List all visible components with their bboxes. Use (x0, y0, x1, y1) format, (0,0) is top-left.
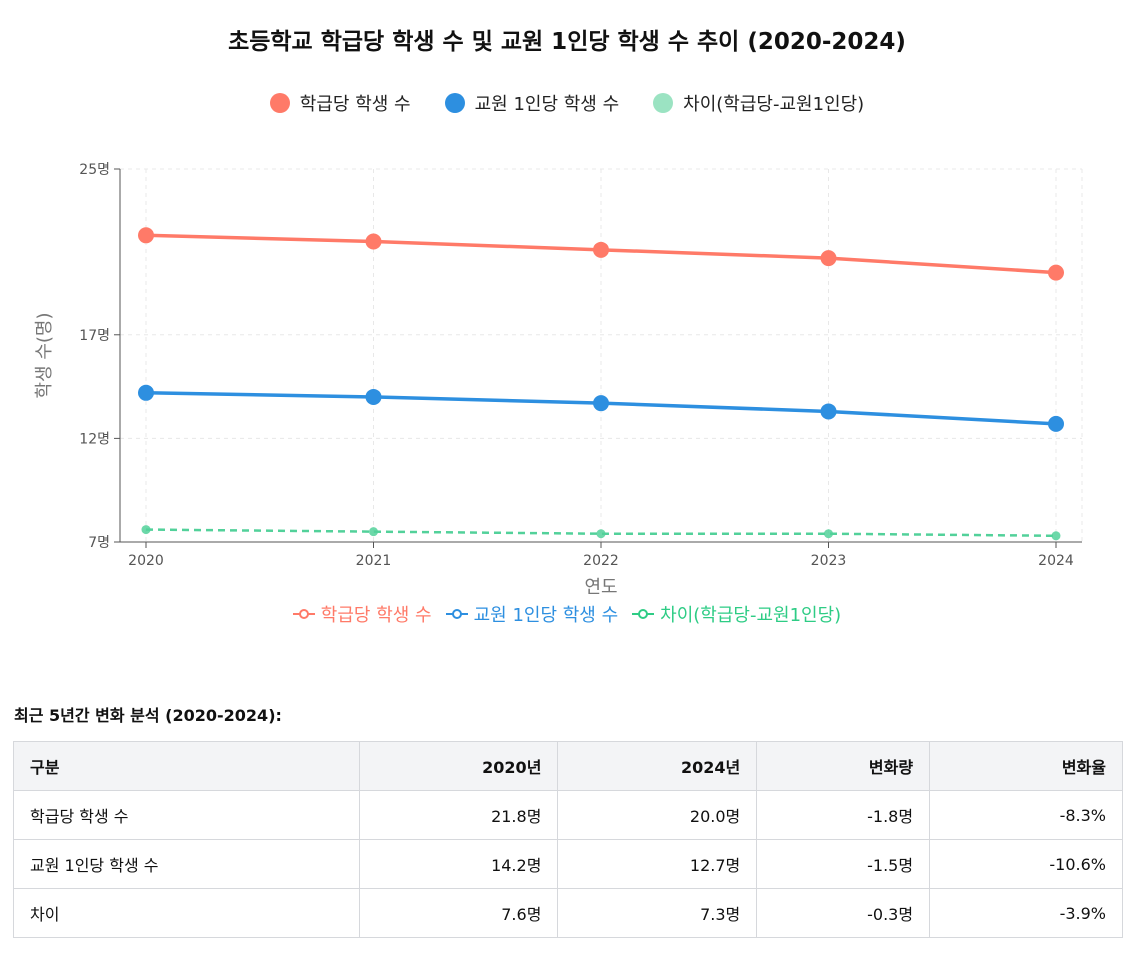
legend-bottom-item-class[interactable]: 학급당 학생 수 (292, 601, 432, 627)
chart-title: 초등학교 학급당 학생 수 및 교원 1인당 학생 수 추이 (2020-202… (228, 29, 906, 55)
table-cell: 7.3명 (557, 888, 758, 938)
table-cell: -10.6% (929, 839, 1123, 889)
data-point (820, 250, 837, 267)
legend-bottom-item-teacher[interactable]: 교원 1인당 학생 수 (445, 601, 619, 627)
table-cell: 교원 1인당 학생 수 (13, 839, 360, 889)
data-point (138, 227, 154, 244)
legend-dot-teacher (444, 93, 465, 113)
data-point (1048, 415, 1064, 432)
data-point (596, 529, 606, 539)
table-cell: 학급당 학생 수 (13, 790, 360, 840)
y-tick-label: 17명 (79, 328, 110, 344)
legend-dot-class (269, 93, 290, 113)
table-header-row: 구분 2020년 2024년 변화량 변화율 (13, 741, 1123, 791)
table-row: 교원 1인당 학생 수 14.2명 12.7명 -1.5명 -10.6% (13, 839, 1123, 889)
table-cell: 7.6명 (358, 888, 559, 938)
legend-bottom: 학급당 학생 수 교원 1인당 학생 수 차이(학급당-교원1인당) (0, 601, 1134, 627)
data-point (365, 233, 382, 250)
table-cell: -3.9% (929, 888, 1123, 938)
data-point (1051, 531, 1061, 541)
data-point (593, 241, 609, 258)
analysis-title: 최근 5년간 변화 분석 (2020-2024): (14, 706, 282, 725)
data-point (138, 384, 154, 401)
table-row: 차이 7.6명 7.3명 -0.3명 -3.9% (13, 888, 1123, 938)
legend-top-item-diff[interactable]: 차이(학급당-교원1인당) (653, 90, 864, 116)
legend-label-diff: 차이(학급당-교원1인당) (683, 94, 865, 115)
table-cell: 14.2명 (358, 839, 559, 889)
x-tick-label: 2021 (356, 553, 392, 569)
y-axis-label: 학생 수(명) (34, 312, 55, 398)
legend-label-class: 학급당 학생 수 (299, 94, 411, 115)
data-point (365, 388, 382, 405)
legend-line-marker-class (292, 609, 315, 619)
table-row: 학급당 학생 수 21.8명 20.0명 -1.8명 -8.3% (13, 790, 1123, 840)
legend-top-item-teacher[interactable]: 교원 1인당 학생 수 (444, 90, 620, 116)
legend-top: 학급당 학생 수 교원 1인당 학생 수 차이(학급당-교원1인당) (0, 90, 1134, 116)
y-tick-label: 7명 (88, 535, 110, 551)
y-tick-label: 25명 (79, 162, 110, 178)
legend-line-marker-diff (632, 609, 655, 619)
data-point (824, 529, 833, 539)
x-tick-label: 2020 (128, 553, 164, 569)
x-tick-label: 2022 (583, 553, 619, 569)
data-point (593, 395, 609, 412)
legend-top-item-class[interactable]: 학급당 학생 수 (269, 90, 411, 116)
data-point (1048, 264, 1064, 281)
table-cell: -1.8명 (756, 790, 931, 840)
series-line-diff (145, 528, 1057, 538)
data-point (141, 525, 151, 535)
x-tick-label: 2024 (1038, 553, 1074, 569)
legend-bottom-label-class: 학급당 학생 수 (320, 605, 432, 626)
analysis-table: 구분 2020년 2024년 변화량 변화율 학급당 학생 수 21.8명 20… (13, 741, 1123, 938)
data-point (820, 403, 837, 420)
legend-dot-diff (653, 93, 674, 113)
data-point (369, 527, 378, 537)
table-cell: -1.5명 (756, 839, 931, 889)
table-cell: 21.8명 (358, 790, 559, 840)
x-tick-label: 2023 (811, 553, 847, 569)
legend-line-marker-teacher (445, 609, 468, 619)
table-header: 변화량 (756, 741, 931, 791)
legend-label-teacher: 교원 1인당 학생 수 (474, 94, 620, 115)
table-cell: -8.3% (929, 790, 1123, 840)
table-cell: 차이 (13, 888, 360, 938)
table-cell: -0.3명 (756, 888, 931, 938)
table-header: 변화율 (929, 741, 1123, 791)
table-header: 구분 (13, 741, 360, 791)
table-cell: 20.0명 (557, 790, 758, 840)
legend-bottom-label-teacher: 교원 1인당 학생 수 (473, 605, 619, 626)
legend-bottom-item-diff[interactable]: 차이(학급당-교원1인당) (632, 601, 841, 627)
x-axis-label: 연도 (584, 577, 617, 598)
table-header: 2020년 (358, 741, 559, 791)
y-tick-label: 12명 (79, 431, 110, 447)
line-chart: 7명 12명 17명 25명 2020 2021 2022 2023 2024 연도 학생 수(명) (34, 162, 1083, 598)
legend-bottom-label-diff: 차이(학급당-교원1인당) (660, 605, 842, 626)
table-header: 2024년 (557, 741, 758, 791)
table-cell: 12.7명 (557, 839, 758, 889)
